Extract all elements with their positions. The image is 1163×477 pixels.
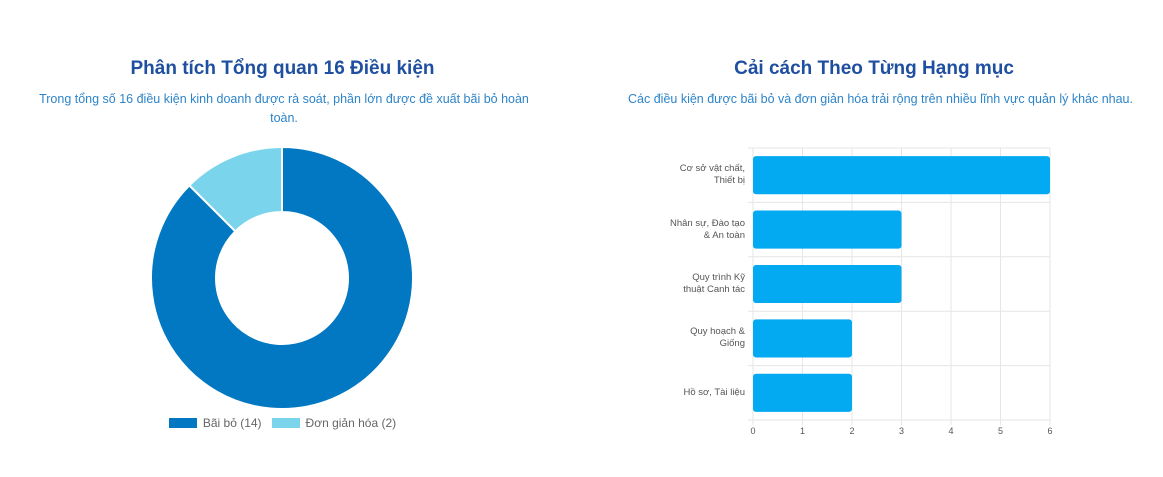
legend-swatch-bai-bo	[168, 418, 197, 428]
category-label-line: Nhân sự, Đào tạo	[669, 217, 745, 229]
donut-legend: Bãi bỏ (14) Đơn giản hóa (2)	[0, 416, 565, 430]
category-label-4: Hồ sơ, Tài liệu	[635, 386, 746, 399]
legend-label-don-gian-hoa: Đơn giản hóa (2)	[305, 416, 397, 430]
legend-swatch-don-gian-hoa	[271, 418, 300, 428]
donut-slice-1[interactable]	[187, 145, 283, 233]
x-tick-label-1: 1	[799, 426, 805, 436]
bar-1[interactable]	[753, 210, 902, 249]
x-tick-label-6: 6	[1047, 426, 1053, 436]
category-label-0: Cơ sở vật chất, Thiết bị	[635, 163, 745, 187]
legend-item-don-gian-hoa[interactable]: Đơn giản hóa (2)	[271, 416, 397, 430]
category-label-1: Nhân sự, Đào tạo & An toàn	[635, 218, 745, 242]
x-tick-label-2: 2	[849, 426, 855, 436]
category-label-line: Cơ sở vật chất,	[679, 163, 745, 175]
bar-title: Cải cách Theo Từng Hạng mục	[734, 58, 1014, 79]
bar-subtitle: Các điều kiện được bãi bỏ và đơn giản hó…	[628, 92, 1133, 106]
bar-0[interactable]	[753, 156, 1050, 195]
category-label-line: Giống	[719, 338, 745, 350]
bar-4[interactable]	[753, 373, 852, 412]
donut-title: Phân tích Tổng quan 16 Điều kiện	[130, 58, 435, 79]
donut-slice-0[interactable]	[150, 145, 414, 410]
category-label-line: Hồ sơ, Tài liệu	[683, 386, 746, 398]
bar-2[interactable]	[753, 264, 902, 304]
x-tick-label-4: 4	[948, 426, 954, 436]
category-label-2: Quy trình Kỹ thuật Canh tác	[635, 272, 745, 296]
category-label-3: Quy hoạch & Giống	[635, 326, 745, 350]
legend-label-bai-bo: Bãi bỏ (14)	[202, 416, 262, 430]
legend-item-bai-bo[interactable]: Bãi bỏ (14)	[168, 416, 262, 430]
bar-panel: Cải cách Theo Từng Hạng mục Các điều kiệ…	[585, 0, 1163, 477]
category-label-line: Thiết bị	[713, 175, 745, 187]
category-label-line: thuật Canh tác	[683, 284, 745, 295]
donut-panel: Phân tích Tổng quan 16 Điều kiện Trong t…	[0, 0, 565, 477]
bar-chart	[748, 147, 1051, 425]
category-label-line: Quy hoạch &	[690, 326, 745, 338]
donut-chart	[150, 145, 414, 410]
category-label-line: Quy trình Kỹ	[692, 272, 745, 283]
donut-subtitle: Trong tổng số 16 điều kiện kinh doanh đư…	[39, 92, 529, 125]
bar-3[interactable]	[753, 319, 852, 358]
category-label-line: & An toàn	[703, 229, 745, 241]
x-tick-label-0: 0	[750, 426, 756, 436]
x-tick-label-5: 5	[997, 426, 1003, 436]
x-tick-label-3: 3	[898, 426, 904, 436]
